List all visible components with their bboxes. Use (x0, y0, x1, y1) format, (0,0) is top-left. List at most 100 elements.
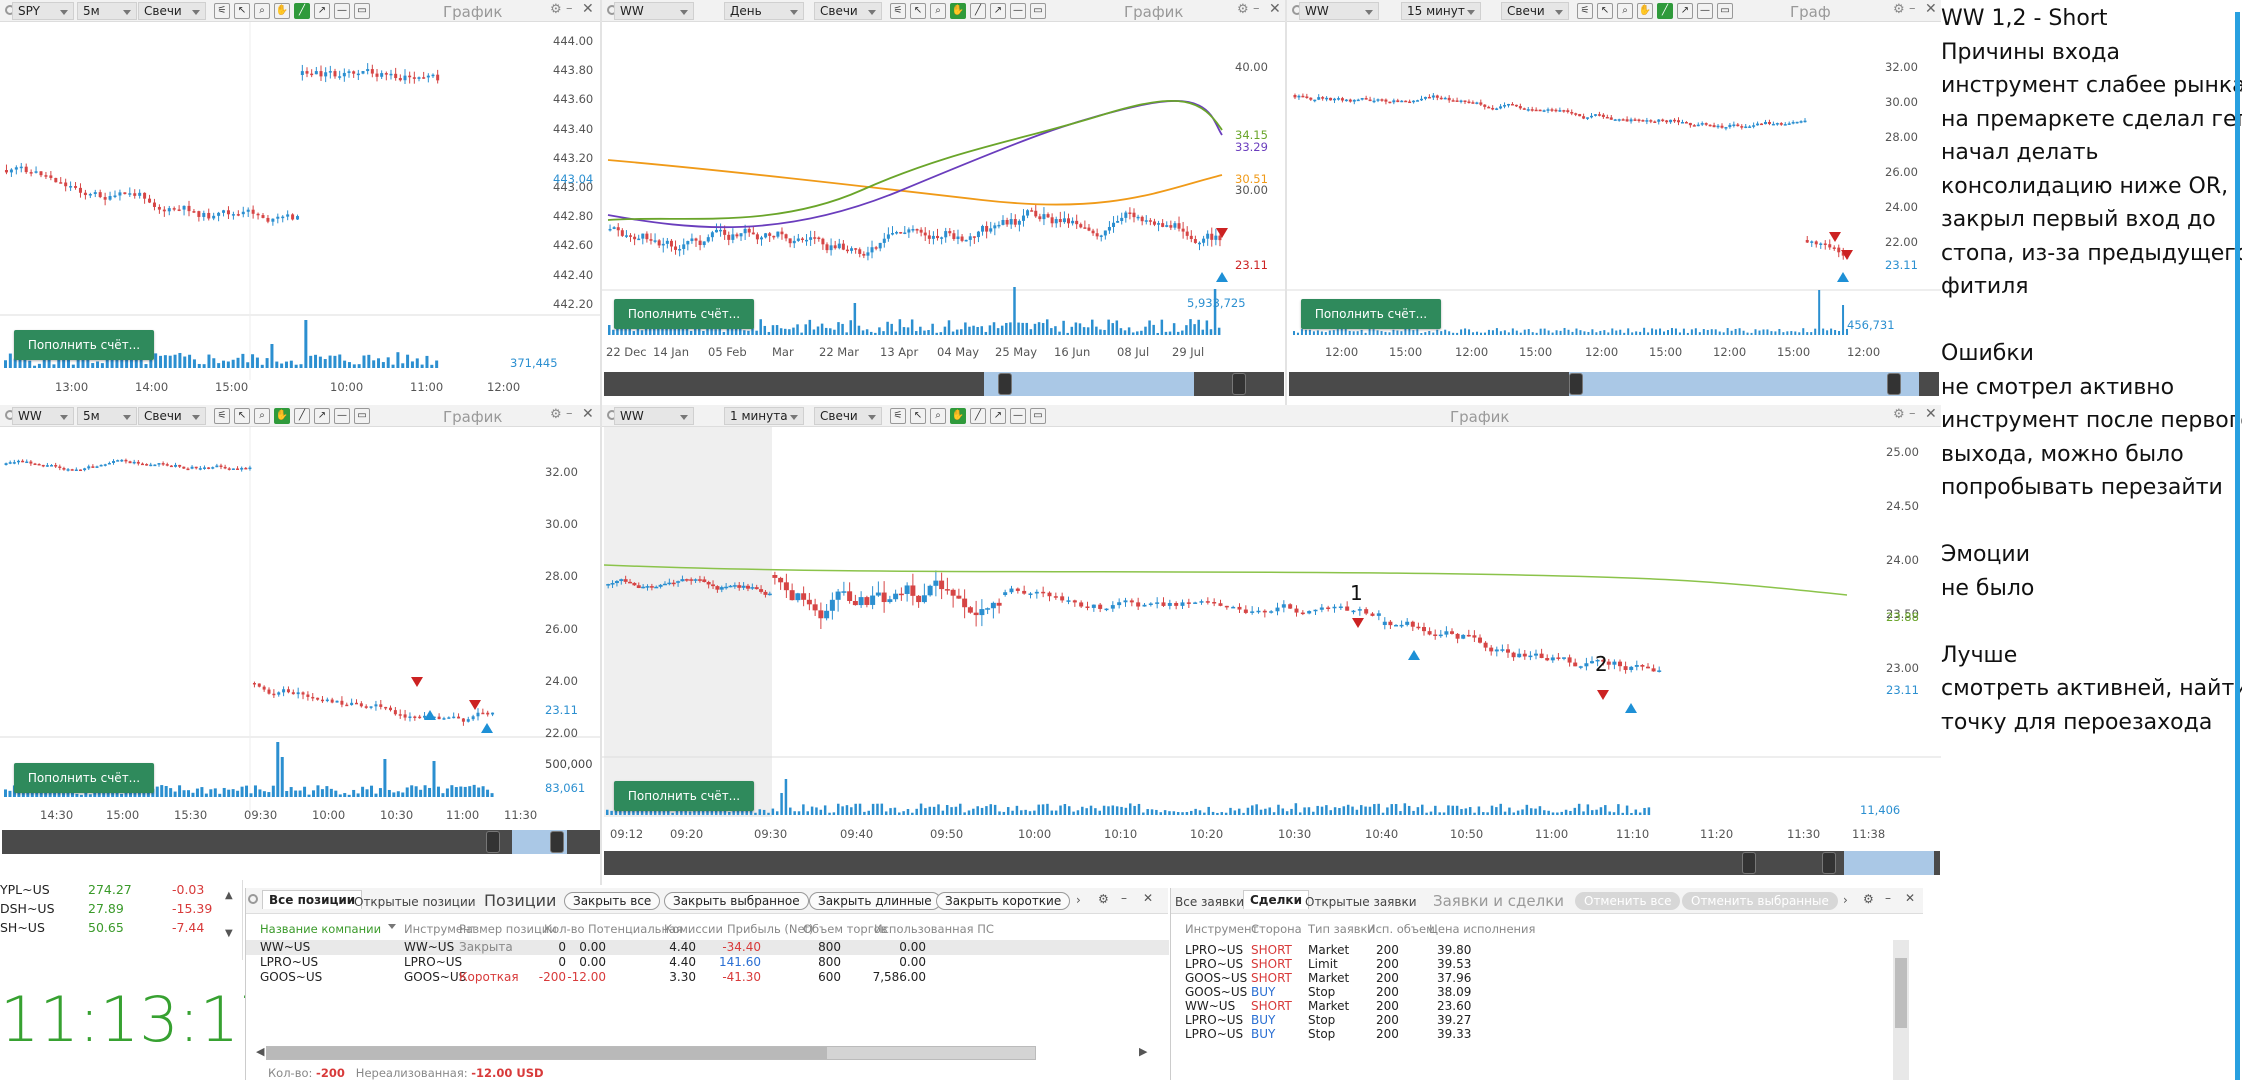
notes-scrollbar[interactable] (2235, 12, 2240, 1080)
settings-tool-icon[interactable]: ⚟ (890, 3, 906, 19)
minimize-icon[interactable]: – (566, 406, 573, 421)
watchlist-row[interactable]: SH~US 50.65 -7.44 (0, 918, 220, 938)
symbol-select[interactable]: WW (12, 407, 74, 425)
order-row[interactable]: WW~US SHORT Market 200 23.60 (1171, 999, 1886, 1013)
order-row[interactable]: LPRO~US BUY Stop 200 39.27 (1171, 1013, 1886, 1027)
chevron-right-icon[interactable]: › (1843, 893, 1848, 907)
close-icon[interactable]: ✕ (1143, 891, 1154, 905)
zoom-icon[interactable]: ⌕ (930, 408, 946, 424)
rect-icon[interactable]: ▭ (1717, 3, 1733, 19)
settings-tool-icon[interactable]: ⚟ (890, 408, 906, 424)
symbol-select[interactable]: SPY (12, 2, 74, 20)
order-row[interactable]: LPRO~US SHORT Limit 200 39.53 (1171, 957, 1886, 971)
column-header[interactable]: Объем торгов (803, 922, 888, 936)
position-row[interactable]: WW~US WW~US Закрыта 0 0.00 4.40 -34.40 800 0.00 (246, 940, 1169, 955)
gear-icon[interactable]: ⚙ (1237, 2, 1249, 17)
column-header[interactable]: Тип заявки (1308, 922, 1375, 936)
close-long-button[interactable]: Закрыть длинные (809, 892, 941, 910)
close-icon[interactable]: ✕ (582, 1, 594, 17)
deposit-button[interactable]: Пополнить счёт... (1301, 299, 1441, 329)
cursor-icon[interactable]: ↖ (910, 408, 926, 424)
interval-select[interactable]: 1 минута (724, 407, 804, 425)
line-tool-icon[interactable]: ╱ (294, 3, 310, 19)
navigator-handle[interactable] (486, 831, 500, 853)
position-row[interactable]: LPRO~US LPRO~US 0 0.00 4.40 141.60 800 0.00 (246, 955, 1169, 970)
chart-navigator[interactable] (604, 372, 1284, 396)
hand-icon[interactable]: ✋ (1637, 3, 1653, 19)
column-header[interactable]: Размер позиции (459, 922, 557, 936)
column-header[interactable]: Исп. объем (1367, 922, 1435, 936)
gear-icon[interactable]: ⚙ (1893, 407, 1905, 422)
navigator-handle[interactable] (1569, 373, 1583, 395)
zoom-icon[interactable]: ⌕ (254, 3, 270, 19)
arrow-tool-icon[interactable]: ↗ (1677, 3, 1693, 19)
line-tool-icon[interactable]: ╱ (294, 408, 310, 424)
minimize-icon[interactable]: – (566, 1, 573, 16)
line-tool-icon[interactable]: ╱ (970, 408, 986, 424)
watchlist-row[interactable] (0, 937, 220, 957)
close-icon[interactable]: ✕ (1905, 891, 1916, 905)
line-tool-icon[interactable]: ╱ (970, 3, 986, 19)
hand-icon[interactable]: ✋ (274, 3, 290, 19)
chart-navigator[interactable] (1289, 372, 1939, 396)
tab-open-positions[interactable]: Открытые позиции (354, 895, 476, 909)
pin-icon[interactable] (248, 894, 258, 904)
order-row[interactable]: GOOS~US SHORT Market 200 37.96 (1171, 971, 1886, 985)
chart-type-select[interactable]: Свечи (814, 407, 882, 425)
vertical-scrollbar[interactable] (1893, 940, 1909, 1080)
hline-icon[interactable]: — (1697, 3, 1713, 19)
arrow-tool-icon[interactable]: ↗ (990, 408, 1006, 424)
column-header[interactable]: Использованная ПС (874, 922, 994, 936)
order-row[interactable]: LPRO~US BUY Stop 200 39.33 (1171, 1027, 1886, 1041)
settings-tool-icon[interactable]: ⚟ (214, 3, 230, 19)
horizontal-scrollbar[interactable] (266, 1046, 1036, 1060)
cancel-selected-button[interactable]: Отменить выбранные (1682, 892, 1838, 910)
minimize-icon[interactable]: – (1253, 1, 1260, 16)
gear-icon[interactable]: ⚙ (550, 2, 562, 17)
hand-icon[interactable]: ✋ (950, 408, 966, 424)
gear-icon[interactable]: ⚙ (550, 407, 562, 422)
symbol-select[interactable]: WW (614, 407, 694, 425)
order-row[interactable]: GOOS~US BUY Stop 200 38.09 (1171, 985, 1886, 999)
hand-icon[interactable]: ✋ (274, 408, 290, 424)
position-row[interactable]: GOOS~US GOOS~US Короткая -200 -12.00 3.30 -41.… (246, 970, 1169, 985)
tab-open-orders[interactable]: Открытые заявки (1305, 895, 1417, 909)
chart-navigator[interactable] (604, 851, 1940, 875)
sort-icon[interactable] (388, 924, 396, 929)
chart-type-select[interactable]: Свечи (138, 407, 206, 425)
navigator-handle[interactable] (998, 373, 1012, 395)
column-header[interactable]: Инструмент (404, 922, 478, 936)
tab-trades[interactable]: Сделки (1243, 890, 1309, 909)
close-icon[interactable]: ✕ (1269, 1, 1281, 17)
settings-tool-icon[interactable]: ⚟ (1577, 3, 1593, 19)
hline-icon[interactable]: — (334, 408, 350, 424)
navigator-handle[interactable] (1232, 373, 1246, 395)
hline-icon[interactable]: — (334, 3, 350, 19)
column-header[interactable]: Сторона (1251, 922, 1302, 936)
navigator-handle[interactable] (1887, 373, 1901, 395)
tab-all-positions[interactable]: Все позиции (262, 890, 363, 909)
watchlist-row[interactable]: DSH~US 27.89 -15.39 (0, 899, 220, 919)
symbol-select[interactable]: WW (614, 2, 694, 20)
arrow-tool-icon[interactable]: ↗ (990, 3, 1006, 19)
deposit-button[interactable]: Пополнить счёт... (14, 763, 154, 793)
symbol-select[interactable]: WW (1299, 2, 1379, 20)
close-icon[interactable]: ✕ (582, 406, 594, 422)
order-row[interactable]: LPRO~US SHORT Market 200 39.80 (1171, 943, 1886, 957)
interval-select[interactable]: 5м (77, 407, 137, 425)
chart-type-select[interactable]: Свечи (1501, 2, 1569, 20)
interval-select[interactable]: 5м (77, 2, 137, 20)
watchlist-row[interactable]: YPL~US 274.27 -0.03 (0, 880, 220, 900)
close-all-button[interactable]: Закрыть все (564, 892, 661, 910)
gear-icon[interactable]: ⚙ (1863, 892, 1874, 906)
navigator-handle[interactable] (550, 831, 564, 853)
cancel-all-button[interactable]: Отменить все (1575, 892, 1681, 910)
navigator-handle[interactable] (1822, 852, 1836, 874)
hline-icon[interactable]: — (1010, 3, 1026, 19)
cursor-icon[interactable]: ↖ (234, 408, 250, 424)
rect-icon[interactable]: ▭ (1030, 408, 1046, 424)
gear-icon[interactable]: ⚙ (1893, 2, 1905, 17)
zoom-icon[interactable]: ⌕ (930, 3, 946, 19)
chevron-right-icon[interactable]: › (1076, 893, 1081, 907)
scroll-left-icon[interactable]: ◀ (256, 1045, 265, 1058)
